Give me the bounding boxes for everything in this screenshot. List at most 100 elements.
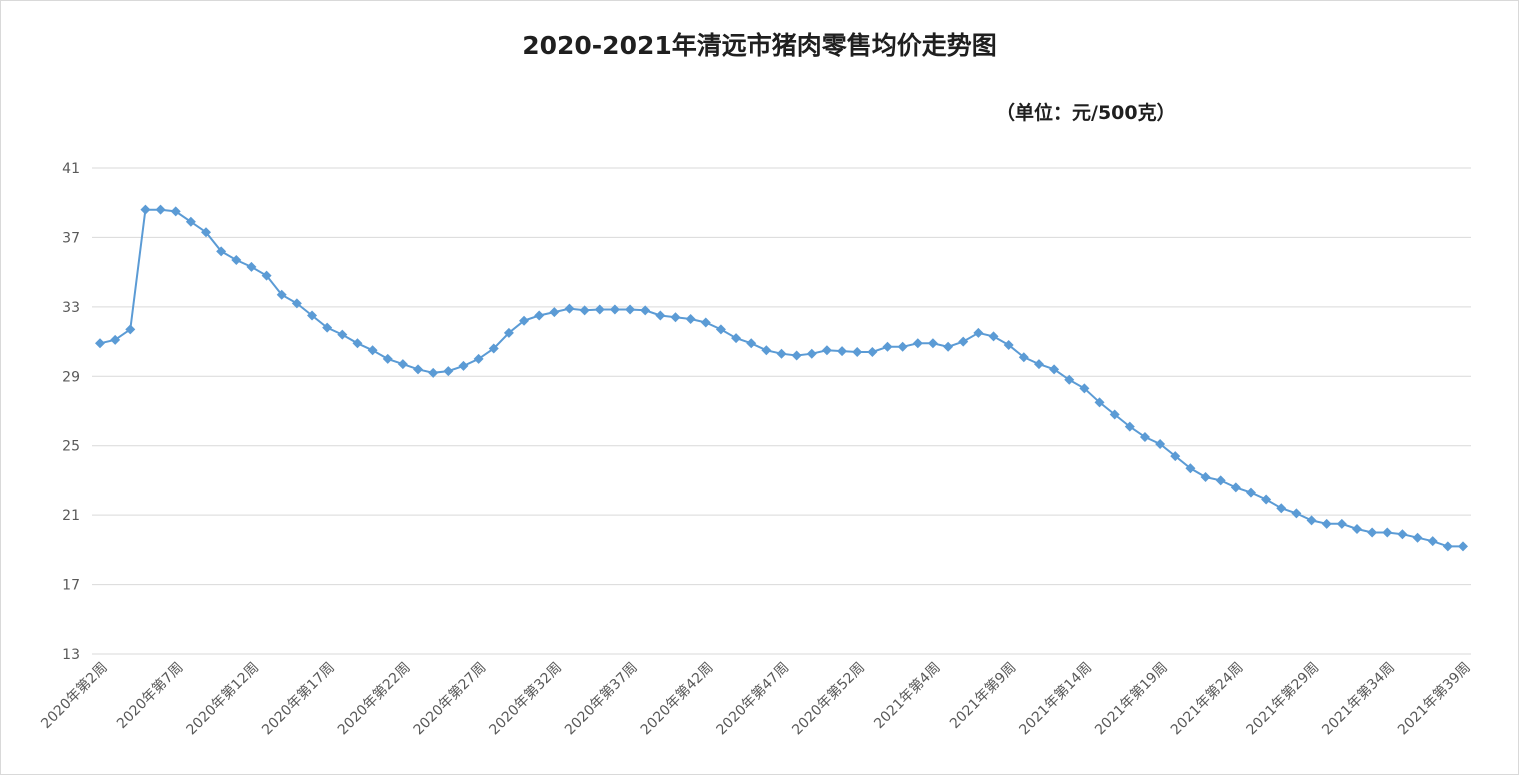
x-axis-ticks: 2020年第2周 2020年第7周2020年第12周2020年第17周2020年第…	[38, 659, 1474, 739]
data-point	[837, 346, 848, 357]
data-point	[276, 289, 287, 300]
data-point	[594, 304, 605, 315]
x-tick-label: 2021年第9周	[946, 659, 1019, 732]
data-point	[1018, 352, 1029, 363]
data-point	[185, 216, 196, 227]
x-tick-label: 2020年第52周	[789, 659, 869, 739]
data-point	[337, 329, 348, 340]
data-point	[1397, 529, 1408, 540]
data-point	[1170, 451, 1181, 462]
data-point	[1351, 524, 1362, 535]
data-point	[201, 227, 212, 238]
data-point	[1427, 536, 1438, 547]
data-point	[640, 305, 651, 316]
data-point	[1079, 383, 1090, 394]
data-point	[155, 204, 166, 215]
data-point	[1306, 515, 1317, 526]
data-point	[988, 331, 999, 342]
series-line	[99, 208, 1463, 548]
data-point	[519, 315, 530, 326]
chart-title: 2020-2021年清远市猪肉零售均价走势图	[522, 31, 997, 60]
data-point	[791, 350, 802, 361]
data-point	[1367, 527, 1378, 538]
data-point	[216, 246, 227, 257]
data-point	[382, 353, 393, 364]
data-point	[852, 346, 863, 357]
chart-unit-subtitle: （单位：元/500克）	[996, 102, 1176, 124]
x-tick-label: 2020年第47周	[713, 659, 793, 739]
data-point	[927, 338, 938, 349]
data-point	[246, 261, 257, 272]
x-tick-label: 2020年第7周	[113, 659, 186, 732]
data-point	[1094, 397, 1105, 408]
data-point	[625, 304, 636, 315]
data-point	[897, 341, 908, 352]
y-tick-label: 41	[62, 161, 80, 177]
x-tick-label: 2020年第2周	[38, 659, 111, 732]
x-tick-label: 2021年第39周	[1394, 659, 1474, 739]
data-point	[761, 345, 772, 356]
data-point	[821, 345, 832, 356]
series-layer	[95, 204, 1468, 552]
data-point	[973, 327, 984, 338]
data-point	[776, 348, 787, 359]
data-point	[1185, 463, 1196, 474]
x-tick-label: 2020年第37周	[561, 659, 641, 739]
x-tick-label: 2020年第42周	[637, 659, 717, 739]
data-point	[1064, 374, 1075, 385]
data-point	[307, 310, 318, 321]
data-point	[140, 204, 151, 215]
data-point	[443, 366, 454, 377]
data-point	[1442, 541, 1453, 552]
data-point	[609, 304, 620, 315]
x-tick-label: 2020年第17周	[258, 659, 338, 739]
data-point	[1155, 438, 1166, 449]
x-tick-label: 2021年第19周	[1091, 659, 1171, 739]
data-point	[943, 341, 954, 352]
data-point	[549, 307, 560, 318]
data-point	[1200, 471, 1211, 482]
x-tick-label: 2020年第27周	[410, 659, 490, 739]
y-tick-label: 33	[62, 300, 80, 316]
y-tick-label: 29	[62, 369, 80, 385]
data-point	[867, 346, 878, 357]
data-point	[1230, 482, 1241, 493]
x-tick-label: 2021年第4周	[871, 659, 944, 732]
data-point	[715, 324, 726, 335]
data-point	[958, 336, 969, 347]
data-point	[322, 322, 333, 333]
y-axis-ticks: 13 17 21 25 29 33 37 41	[62, 161, 80, 663]
data-point	[1049, 364, 1060, 375]
data-point	[413, 364, 424, 375]
y-tick-label: 17	[62, 578, 80, 594]
y-tick-label: 37	[62, 230, 80, 246]
data-point	[473, 353, 484, 364]
data-point	[1291, 508, 1302, 519]
data-point	[367, 345, 378, 356]
x-tick-label: 2021年第29周	[1243, 659, 1323, 739]
data-point	[231, 254, 242, 265]
data-point	[564, 303, 575, 314]
data-point	[397, 359, 408, 370]
data-point	[125, 324, 136, 335]
x-tick-label: 2020年第22周	[334, 659, 414, 739]
data-point	[579, 305, 590, 316]
data-point	[1321, 518, 1332, 529]
gridlines	[92, 167, 1471, 655]
data-point	[488, 343, 499, 354]
data-point	[670, 312, 681, 323]
data-point	[1412, 532, 1423, 543]
data-point	[261, 270, 272, 281]
data-point	[1458, 541, 1468, 552]
data-point	[912, 338, 923, 349]
x-tick-label: 2020年第32周	[486, 659, 566, 739]
y-tick-label: 13	[62, 647, 80, 663]
data-point	[1109, 409, 1120, 420]
x-tick-label: 2021年第14周	[1016, 659, 1096, 739]
x-tick-label: 2020年第12周	[183, 659, 263, 739]
data-point	[1336, 518, 1347, 529]
data-point	[1261, 494, 1272, 505]
data-point	[806, 348, 817, 359]
